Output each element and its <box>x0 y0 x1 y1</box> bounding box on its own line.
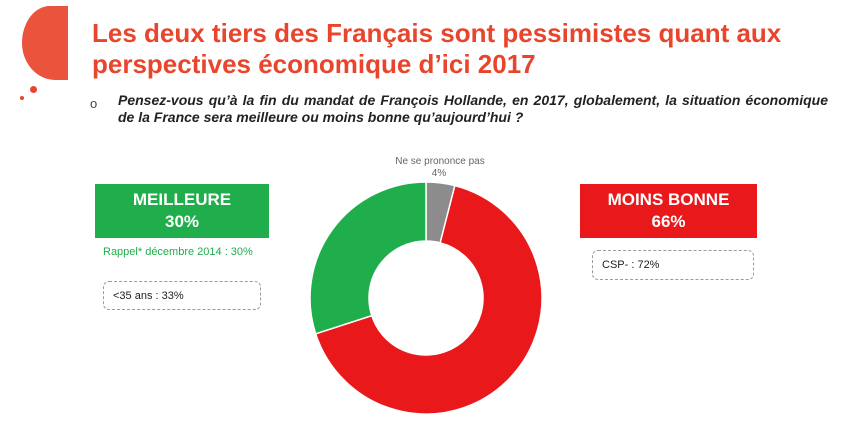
subgroup-right-text: CSP- : 72% <box>602 259 660 271</box>
slice-label-nsp: Ne se prononce pas <box>395 156 485 167</box>
bullet-marker: o <box>90 96 98 111</box>
question-text: Pensez-vous qu’à la fin du mandat de Fra… <box>118 92 828 125</box>
slice-value-nsp: 4% <box>432 168 447 179</box>
meilleure-box: MEILLEURE 30% <box>95 184 269 238</box>
meilleure-label: MEILLEURE <box>132 190 232 209</box>
meilleure-value: 30% <box>164 212 200 231</box>
decorative-arc <box>22 6 68 80</box>
slice-meilleure <box>309 181 427 335</box>
rappel-note: Rappel* décembre 2014 : 30% <box>103 246 253 258</box>
moins-bonne-box: MOINS BONNE 66% <box>580 184 757 238</box>
decorative-dot-small <box>20 96 24 100</box>
subgroup-left-text: <35 ans : 33% <box>113 290 184 302</box>
slide-title: Les deux tiers des Français sont pessimi… <box>92 18 782 79</box>
subgroup-box-right: CSP- : 72% <box>592 250 754 280</box>
moins-bonne-value: 66% <box>651 212 686 231</box>
moins-bonne-label: MOINS BONNE <box>607 190 730 209</box>
decorative-dot <box>30 86 37 93</box>
slice-moins-bonne <box>314 184 543 415</box>
subgroup-box-left: <35 ans : 33% <box>103 281 261 310</box>
